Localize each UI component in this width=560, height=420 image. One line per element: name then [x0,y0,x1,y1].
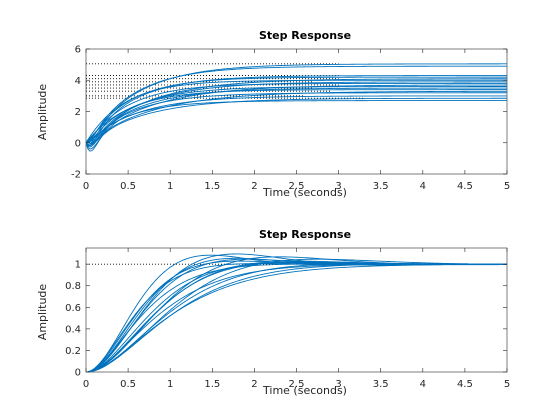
y-tick-label: 2 [75,107,81,118]
top-step-response-axes: Step Response Amplitude Time (seconds) 0… [36,29,510,199]
y-tick-label: 6 [75,45,81,56]
y-tick-label: -2 [71,170,81,181]
top-x-axis-label: Time (seconds) [262,186,347,199]
x-tick-label: 2.5 [289,181,305,192]
top-chart-title: Step Response [259,29,351,42]
response-curve-9 [86,86,507,144]
x-tick-label: 3.5 [373,379,389,390]
x-tick-label: 2 [251,379,257,390]
response-curve-11 [86,263,507,372]
response-curve-15 [86,263,507,372]
top-y-axis-label: Amplitude [36,84,49,141]
response-curve-13 [86,92,507,148]
x-tick-label: 4.5 [457,379,473,390]
response-curve-5 [86,79,507,143]
bottom-x-axis-label: Time (seconds) [262,384,347,397]
x-tick-label: 0.5 [120,181,136,192]
bottom-response-curves [86,253,507,372]
x-tick-label: 0.5 [120,379,136,390]
response-curve-14 [86,95,507,144]
x-tick-label: 1 [167,181,173,192]
response-curve-15 [86,97,507,146]
response-curve-16 [86,100,507,144]
x-tick-label: 2.5 [289,379,305,390]
top-x-ticks: 0 0.5 1 1.5 2 2.5 3 3.5 4 4.5 5 [83,49,510,192]
x-tick-label: 1.5 [204,379,220,390]
x-tick-label: 0 [83,181,89,192]
y-tick-label: 0 [75,138,81,149]
bottom-y-axis-label: Amplitude [36,284,49,341]
x-tick-label: 4 [420,379,426,390]
bottom-chart-title: Step Response [259,228,351,241]
y-tick-label: 1 [75,260,81,271]
bottom-y-ticks: 0 0.2 0.4 0.6 0.8 1 [65,260,507,379]
response-curve-11 [86,89,507,144]
x-tick-label: 1 [167,379,173,390]
top-y-ticks: -2 0 2 4 6 [71,45,507,181]
response-curve-3 [86,76,507,144]
x-tick-label: 4 [420,181,426,192]
response-curve-0 [86,63,507,145]
bottom-x-ticks: 0 0.5 1 1.5 2 2.5 3 3.5 4 4.5 5 [83,248,510,390]
x-tick-label: 5 [504,379,510,390]
top-response-curves [86,63,507,152]
x-tick-label: 3 [335,181,341,192]
bottom-step-response-axes: Step Response Amplitude Time (seconds) 0… [36,228,510,397]
x-tick-label: 0 [83,379,89,390]
y-tick-label: 0.6 [65,303,81,314]
y-tick-label: 0.2 [65,346,81,357]
x-tick-label: 3 [335,379,341,390]
y-tick-label: 0.4 [65,324,81,335]
y-tick-label: 0 [75,368,81,379]
x-tick-label: 4.5 [457,181,473,192]
response-curve-1 [86,65,507,144]
x-tick-label: 1.5 [204,181,220,192]
x-tick-label: 3.5 [373,181,389,192]
x-tick-label: 5 [504,181,510,192]
y-tick-label: 4 [75,76,81,87]
x-tick-label: 2 [251,181,257,192]
y-tick-label: 0.8 [65,281,81,292]
response-curve-7 [86,82,507,144]
response-curve-10 [86,87,507,147]
